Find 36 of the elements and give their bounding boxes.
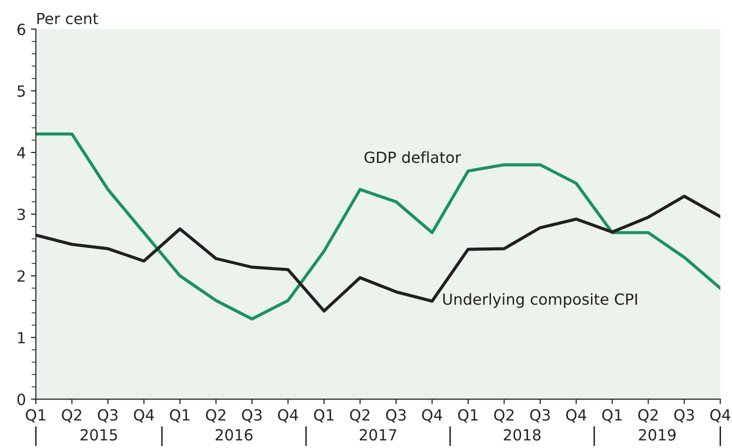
x-tick-label: Q2 bbox=[62, 409, 82, 422]
series-label: GDP deflator bbox=[364, 151, 462, 164]
x-tick-label: Q2 bbox=[206, 409, 226, 422]
x-tick-label: Q3 bbox=[242, 409, 262, 422]
text: 2019 bbox=[638, 429, 676, 441]
line-series bbox=[36, 132, 720, 321]
y-tick-label: 4 bbox=[17, 147, 26, 158]
x-tick-label: Q3 bbox=[674, 409, 694, 422]
x-tick-label: Q4 bbox=[134, 409, 154, 422]
text: 2018 bbox=[504, 429, 541, 441]
y-axis-title: Per cent bbox=[37, 12, 98, 24]
y-tick-label: 6 bbox=[17, 24, 26, 36]
x-tick-label: Q2 bbox=[638, 409, 658, 422]
text: 2015 bbox=[80, 429, 118, 441]
x-tick-label: Q4 bbox=[278, 409, 298, 422]
y-tick-label: 3 bbox=[18, 208, 25, 220]
x-tick-label: Q1 bbox=[458, 409, 478, 422]
y-tick-label: 0 bbox=[17, 394, 26, 406]
x-tick-label: Q1 bbox=[602, 409, 622, 422]
text: 2017 bbox=[360, 429, 396, 441]
x-tick-label: Q3 bbox=[530, 409, 550, 422]
x-tick-label: Q4 bbox=[422, 409, 442, 422]
x-tick-label: Q3 bbox=[386, 409, 406, 422]
x-tick-label: Q4 bbox=[566, 409, 586, 422]
y-tick-label: 2 bbox=[18, 270, 25, 282]
x-tick-label: Q1 bbox=[170, 409, 190, 422]
x-tick-label: Q1 bbox=[314, 409, 334, 422]
y-tick-label: 5 bbox=[18, 85, 25, 97]
text: 2016 bbox=[216, 429, 252, 441]
series-label: Underlying composite CPI bbox=[443, 293, 637, 308]
x-tick-label: Q1 bbox=[26, 409, 46, 422]
x-tick-label: Q3 bbox=[98, 409, 118, 422]
y-tick-label: 1 bbox=[18, 332, 25, 344]
x-tick-label: Q2 bbox=[350, 409, 370, 422]
x-tick-label: Q4 bbox=[710, 409, 730, 422]
x-tick-label: Q2 bbox=[494, 409, 514, 422]
